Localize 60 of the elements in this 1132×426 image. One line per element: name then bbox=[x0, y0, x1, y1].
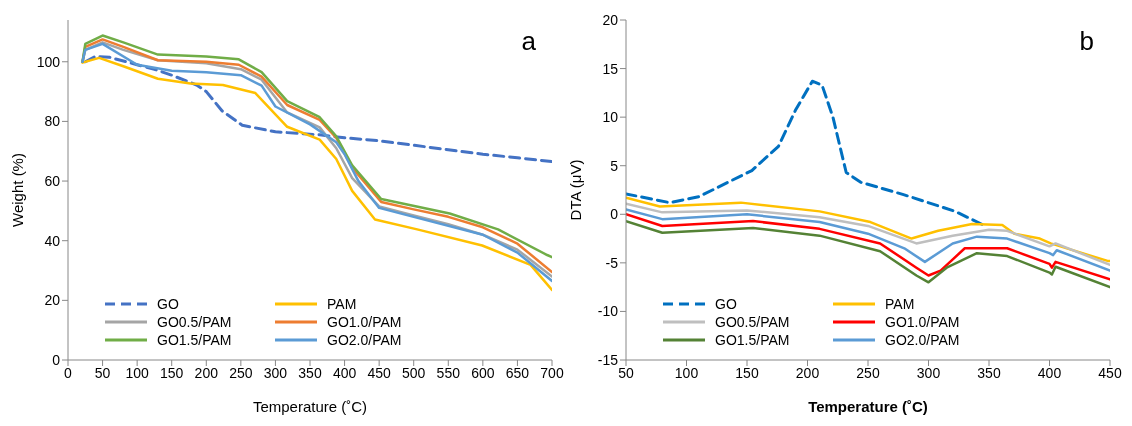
legend-label: GO2.0/PAM bbox=[885, 332, 960, 348]
line-series bbox=[626, 219, 1110, 289]
y-tick-label: 20 bbox=[602, 11, 619, 28]
y-tick-label: -5 bbox=[605, 254, 619, 271]
annotation: a bbox=[521, 26, 536, 57]
x-tick-label: 200 bbox=[795, 364, 820, 381]
x-tick-label: 450 bbox=[1098, 364, 1122, 381]
x-tick-label: 500 bbox=[402, 364, 426, 381]
y-tick-label: 10 bbox=[602, 109, 619, 126]
y-tick-label: 0 bbox=[52, 351, 61, 368]
y-tick-label: 80 bbox=[44, 113, 61, 130]
line-series bbox=[626, 213, 1110, 281]
x-tick-label: 250 bbox=[856, 364, 880, 381]
x-tick-label: 550 bbox=[436, 364, 461, 381]
legend-label: GO bbox=[715, 296, 737, 312]
x-tick-label: 400 bbox=[1037, 364, 1062, 381]
legend-label: GO2.0/PAM bbox=[327, 332, 402, 348]
y-tick-label: 40 bbox=[44, 232, 61, 249]
y-axis-title: Weight (%) bbox=[9, 153, 27, 227]
y-tick-label: -10 bbox=[597, 303, 619, 320]
x-axis-title: Temperature (˚C) bbox=[252, 398, 368, 415]
line-series bbox=[626, 208, 1110, 272]
legend-label: GO0.5/PAM bbox=[157, 314, 232, 330]
x-tick-label: 50 bbox=[618, 364, 634, 381]
x-tick-label: 250 bbox=[229, 364, 253, 381]
x-tick-label: 0 bbox=[64, 364, 73, 381]
x-tick-label: 350 bbox=[298, 364, 322, 381]
legend-label: GO1.0/PAM bbox=[327, 314, 402, 330]
x-tick-label: 150 bbox=[735, 364, 759, 381]
x-tick-label: 350 bbox=[977, 364, 1001, 381]
annotation: b bbox=[1079, 26, 1094, 57]
line-series bbox=[83, 54, 552, 164]
y-tick-label: 100 bbox=[36, 53, 61, 70]
x-tick-label: 150 bbox=[160, 364, 184, 381]
x-tick-label: 650 bbox=[505, 364, 530, 381]
y-tick-label: 15 bbox=[602, 60, 619, 77]
y-tick-label: -15 bbox=[597, 351, 619, 368]
x-tick-label: 400 bbox=[332, 364, 357, 381]
legend-label: GO0.5/PAM bbox=[715, 314, 790, 330]
x-axis-title: Temperature (˚C) bbox=[808, 398, 928, 415]
legend-label: GO1.5/PAM bbox=[157, 332, 232, 348]
x-tick-label: 300 bbox=[263, 364, 288, 381]
x-tick-label: 600 bbox=[471, 364, 495, 381]
x-tick-label: 450 bbox=[367, 364, 392, 381]
x-tick-label: 700 bbox=[540, 364, 564, 381]
legend-label: PAM bbox=[327, 296, 357, 312]
x-tick-label: 200 bbox=[194, 364, 219, 381]
x-tick-label: 100 bbox=[674, 364, 699, 381]
y-axis-title: DTA (μV) bbox=[567, 159, 585, 221]
x-tick-label: 300 bbox=[916, 364, 941, 381]
y-tick-label: 5 bbox=[610, 157, 619, 174]
y-tick-label: 20 bbox=[44, 292, 61, 309]
legend-label: GO1.0/PAM bbox=[885, 314, 960, 330]
x-tick-label: 100 bbox=[125, 364, 150, 381]
y-tick-label: 0 bbox=[610, 206, 619, 223]
legend-label: PAM bbox=[885, 296, 915, 312]
legend-label: GO1.5/PAM bbox=[715, 332, 790, 348]
legend-label: GO bbox=[157, 296, 179, 312]
y-tick-label: 60 bbox=[44, 173, 61, 190]
x-tick-label: 50 bbox=[94, 364, 111, 381]
